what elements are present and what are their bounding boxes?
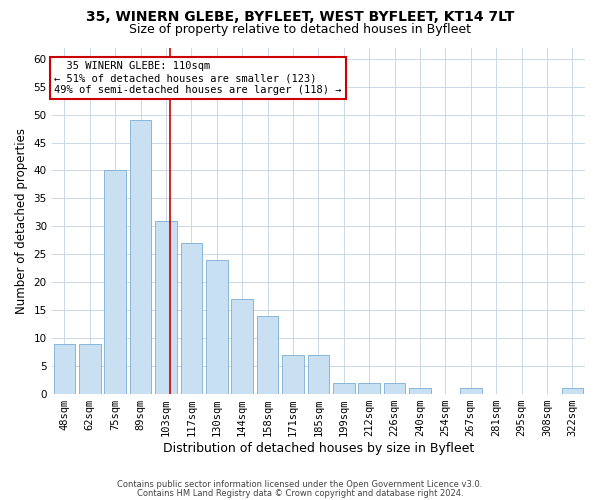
Bar [155,221,177,394]
Bar [232,299,253,394]
Bar [460,388,482,394]
Text: Contains HM Land Registry data © Crown copyright and database right 2024.: Contains HM Land Registry data © Crown c… [137,488,463,498]
Text: Contains public sector information licensed under the Open Government Licence v3: Contains public sector information licen… [118,480,482,489]
Bar [206,260,227,394]
Bar [130,120,151,394]
Bar [333,383,355,394]
Bar [409,388,431,394]
Bar [257,316,278,394]
X-axis label: Distribution of detached houses by size in Byfleet: Distribution of detached houses by size … [163,442,474,455]
Bar [79,344,101,394]
Text: 35, WINERN GLEBE, BYFLEET, WEST BYFLEET, KT14 7LT: 35, WINERN GLEBE, BYFLEET, WEST BYFLEET,… [86,10,514,24]
Bar [308,355,329,394]
Bar [562,388,583,394]
Bar [53,344,75,394]
Bar [282,355,304,394]
Text: Size of property relative to detached houses in Byfleet: Size of property relative to detached ho… [129,22,471,36]
Text: 35 WINERN GLEBE: 110sqm
← 51% of detached houses are smaller (123)
49% of semi-d: 35 WINERN GLEBE: 110sqm ← 51% of detache… [54,62,342,94]
Bar [358,383,380,394]
Bar [181,243,202,394]
Y-axis label: Number of detached properties: Number of detached properties [15,128,28,314]
Bar [104,170,126,394]
Bar [384,383,406,394]
